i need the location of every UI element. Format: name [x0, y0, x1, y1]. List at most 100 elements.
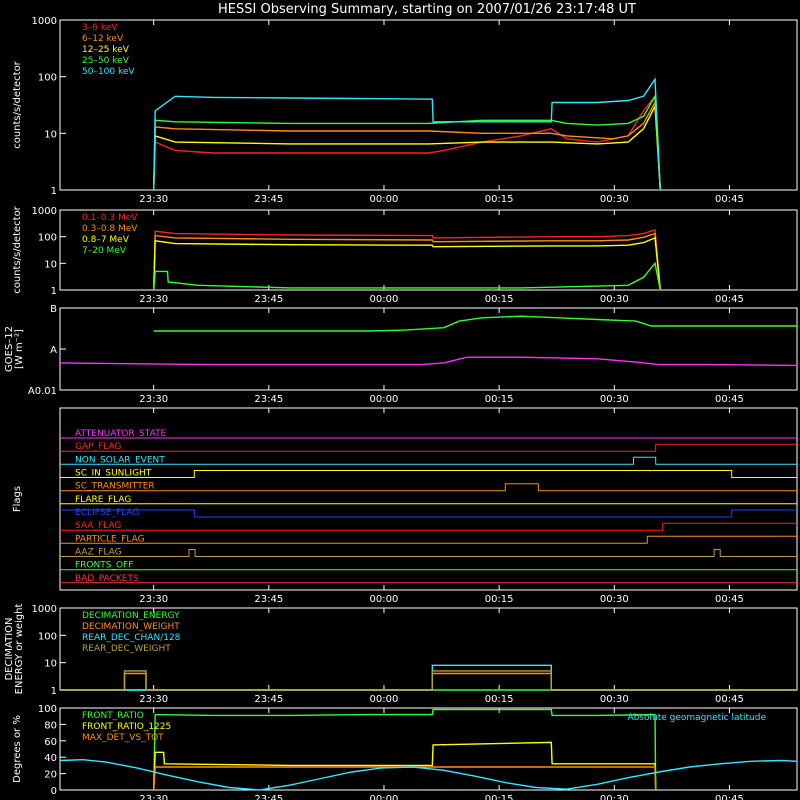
panel-flags: 23:30 23:45 00:00 00:15 00:30 00:45 Flags ATTEN…: [12, 407, 798, 605]
y-axis-label: Degrees or %: [12, 715, 23, 783]
y-axis-label: counts/s/detector: [12, 205, 23, 293]
panel-frame: [59, 19, 798, 191]
flag-label: ATTENUATOR_STATE: [75, 429, 167, 439]
x-tick-label: 00:15: [485, 794, 514, 800]
series-line: [153, 261, 661, 291]
x-tick-label: 23:45: [254, 594, 283, 605]
panel-lightcurve: 23:30 23:45 00:00 00:15 00:30 00:45 1 10 100 1000…: [12, 16, 798, 205]
y-tick-label: 1000: [32, 16, 57, 27]
x-tick-label: 23:30: [139, 694, 168, 705]
series-line: [153, 103, 661, 191]
x-tick-label: 00:30: [600, 794, 629, 800]
y-axis-label: GOES–12: [4, 326, 15, 372]
y-tick-label: 100: [38, 631, 57, 642]
x-tick-label: 23:45: [254, 794, 283, 800]
y-tick-label: 80: [44, 720, 57, 731]
panel-frame: [59, 307, 798, 391]
legend-entry: DECIMATION_WEIGHT: [82, 622, 180, 632]
x-tick-label: 00:30: [600, 594, 629, 605]
flag-line: [60, 443, 797, 452]
y-tick-label: 100: [38, 704, 57, 715]
flag-label: GAP_FLAG: [75, 442, 121, 452]
legend-entry: 3–6 keV: [82, 23, 118, 33]
series-line: [60, 670, 797, 691]
x-tick-label: 00:15: [485, 594, 514, 605]
y-tick-label: 1: [51, 286, 57, 297]
flag-label: FLARE_FLAG: [75, 495, 131, 505]
x-tick-label: 00:30: [600, 394, 629, 405]
series-line: [153, 766, 657, 791]
panel-decimation: 23:30 23:45 00:00 00:15 00:30 00:45 1 10 100 1000…: [4, 604, 798, 705]
x-tick-label: 23:30: [139, 394, 168, 405]
flag-line: [60, 509, 797, 518]
y-tick-label: 1: [51, 186, 57, 197]
legend-entry: 0.8–7 MeV: [82, 235, 130, 245]
flag-label: AAZ_FLAG: [75, 548, 122, 558]
legend-entry: 0.3–0.8 MeV: [82, 224, 138, 234]
x-tick-label: 00:00: [370, 294, 399, 305]
flag-label: SC_IN_SUNLIGHT: [75, 469, 152, 479]
x-tick-label: 23:45: [254, 194, 283, 205]
legend-entry: FRONT_RATIO_1225: [82, 722, 171, 732]
y-tick-label: 10: [44, 659, 57, 670]
flag-label: NON_SOLAR_EVENT: [75, 455, 165, 465]
y-tick-label: 10: [44, 259, 57, 270]
legend-entry: 50–100 keV: [82, 67, 135, 77]
x-tick-label: 23:45: [254, 394, 283, 405]
y-tick-label: B: [50, 304, 57, 315]
legend-entry: 6–12 keV: [82, 34, 124, 44]
y-tick-label: 100: [38, 73, 57, 84]
annotation-label: Absolute geomagnetic latitude: [627, 713, 766, 723]
panel-frame: [59, 209, 798, 291]
flag-label: PARTICLE_FLAG: [75, 534, 145, 544]
y-tick-label: 0: [51, 786, 57, 797]
x-tick-label: 00:00: [370, 594, 399, 605]
y-axis-label: counts/s/detector: [12, 60, 23, 148]
panel-frame: [59, 707, 798, 791]
x-tick-label: 00:45: [715, 194, 744, 205]
x-tick-label: 00:15: [485, 694, 514, 705]
y-tick-label: 10: [44, 129, 57, 140]
x-tick-label: 00:00: [370, 194, 399, 205]
flag-label: BAD_PACKETS: [75, 574, 139, 584]
x-tick-label: 23:45: [254, 694, 283, 705]
legend-entry: REAR_DEC_WEIGHT: [82, 644, 171, 654]
series-line: [153, 77, 661, 191]
x-tick-label: 00:00: [370, 694, 399, 705]
series-line: [60, 672, 797, 691]
flag-line: [60, 483, 797, 492]
x-tick-label: 00:00: [370, 394, 399, 405]
x-tick-label: 23:30: [139, 594, 168, 605]
panel-goes: 23:30 23:45 00:00 00:15 00:30 00:45 A0.01 A B GOE…: [4, 304, 798, 405]
legend-entry: 7–20 MeV: [82, 246, 127, 256]
y-tick-label: 1000: [32, 604, 57, 615]
series-line: [153, 236, 661, 291]
legend-entry: DECIMATION_ENERGY: [82, 611, 180, 621]
series-line: [153, 232, 661, 291]
panel-frame: [59, 407, 798, 591]
series-line: [153, 100, 661, 191]
flag-label: SC_TRANSMITTER: [75, 482, 155, 492]
legend-entry: 0.1–0.3 MeV: [82, 213, 138, 223]
x-tick-label: 00:15: [485, 194, 514, 205]
x-tick-label: 00:15: [485, 294, 514, 305]
series-line: [153, 708, 657, 791]
y-tick-label: 1000: [32, 206, 57, 217]
flag-line: [60, 522, 797, 531]
x-tick-label: 00:30: [600, 294, 629, 305]
flag-line: [60, 549, 797, 557]
x-tick-label: 23:30: [139, 194, 168, 205]
flag-line: [60, 535, 797, 544]
y-tick-label: 1: [51, 686, 57, 697]
legend-entry: MAX_DET_VS_TOT: [82, 733, 164, 743]
series-line: [59, 758, 798, 791]
series-line: [153, 228, 661, 291]
x-tick-label: 23:30: [139, 794, 168, 800]
y-tick-label: 60: [44, 737, 57, 748]
y-tick-label: 20: [44, 770, 57, 781]
legend-entry: FRONT_RATIO: [82, 711, 144, 721]
x-tick-label: 00:45: [715, 294, 744, 305]
series-line: [60, 664, 797, 691]
